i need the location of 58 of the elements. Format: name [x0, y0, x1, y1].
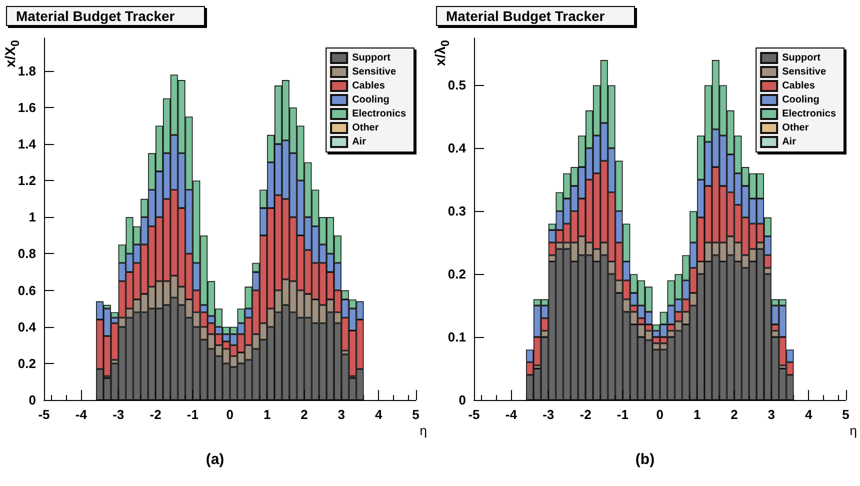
legend-label: Cooling	[782, 94, 820, 106]
legend-label: Cables	[352, 80, 386, 92]
legend-label: Support	[782, 52, 822, 64]
y-tick-label: 1.6	[18, 100, 36, 115]
x-tick-label: 0	[226, 407, 234, 422]
x-axis-title: η	[420, 423, 428, 438]
y-tick-label: 0	[28, 392, 36, 408]
legend-label: Electronics	[782, 108, 836, 120]
x-tick-label: 3	[338, 407, 346, 422]
legend-label: Electronics	[352, 108, 406, 120]
x-tick-label: 1	[263, 407, 271, 422]
x-tick-label: -1	[616, 407, 628, 422]
legend-label: Air	[782, 136, 796, 148]
y-tick-label: 0.4	[448, 140, 467, 156]
x-tick-label: -3	[542, 407, 554, 422]
x-tick-label: -4	[505, 407, 518, 422]
x-tick-label: -5	[38, 407, 50, 422]
legend-label: Sensitive	[782, 66, 826, 78]
y-tick-label: 0.2	[18, 356, 36, 371]
legend-label: Air	[352, 136, 366, 148]
x-tick-label: -3	[112, 407, 124, 422]
x-tick-label: 5	[842, 407, 850, 422]
legend-label: Other	[352, 122, 379, 134]
y-tick-label: 1	[28, 210, 36, 225]
y-tick-label: 0.4	[18, 319, 37, 334]
y-tick-label: 0.8	[18, 246, 36, 262]
x-tick-label: -5	[468, 407, 480, 422]
x-tick-label: -4	[75, 407, 88, 422]
y-tick-label: 0.3	[448, 204, 466, 219]
legend-label: Cables	[782, 80, 816, 92]
chart-title: Material Budget Tracker	[16, 8, 176, 24]
x-tick-label: -2	[150, 407, 162, 422]
x-tick-label: 2	[300, 407, 308, 422]
x-tick-label: 0	[656, 407, 664, 422]
x-tick-label: 1	[693, 407, 701, 422]
y-tick-label: 0	[458, 392, 466, 408]
y-tick-label: 0.5	[448, 78, 466, 93]
legend-label: Other	[782, 122, 809, 134]
x-axis-title: η	[850, 423, 858, 438]
y-tick-label: 1.2	[18, 173, 36, 188]
x-tick-label: 4	[374, 407, 383, 422]
x-tick-label: 2	[730, 407, 738, 422]
legend-label: Cooling	[352, 94, 390, 106]
x-tick-label: -2	[580, 407, 592, 422]
legend-label: Sensitive	[352, 66, 396, 78]
x-tick-label: 3	[768, 407, 776, 422]
chart-title: Material Budget Tracker	[446, 8, 606, 24]
x-tick-label: -1	[186, 407, 198, 422]
y-tick-label: 0.2	[448, 266, 466, 282]
y-tick-label: 1.4	[18, 136, 37, 152]
x-tick-label: 4	[804, 407, 813, 422]
y-tick-label: 1.8	[18, 63, 36, 78]
text: (a)	[206, 451, 224, 468]
y-tick-label: 0.6	[18, 282, 36, 298]
text: (b)	[635, 451, 655, 468]
legend-label: Support	[352, 52, 392, 64]
x-tick-label: 5	[412, 407, 420, 422]
y-tick-label: 0.1	[448, 330, 466, 345]
